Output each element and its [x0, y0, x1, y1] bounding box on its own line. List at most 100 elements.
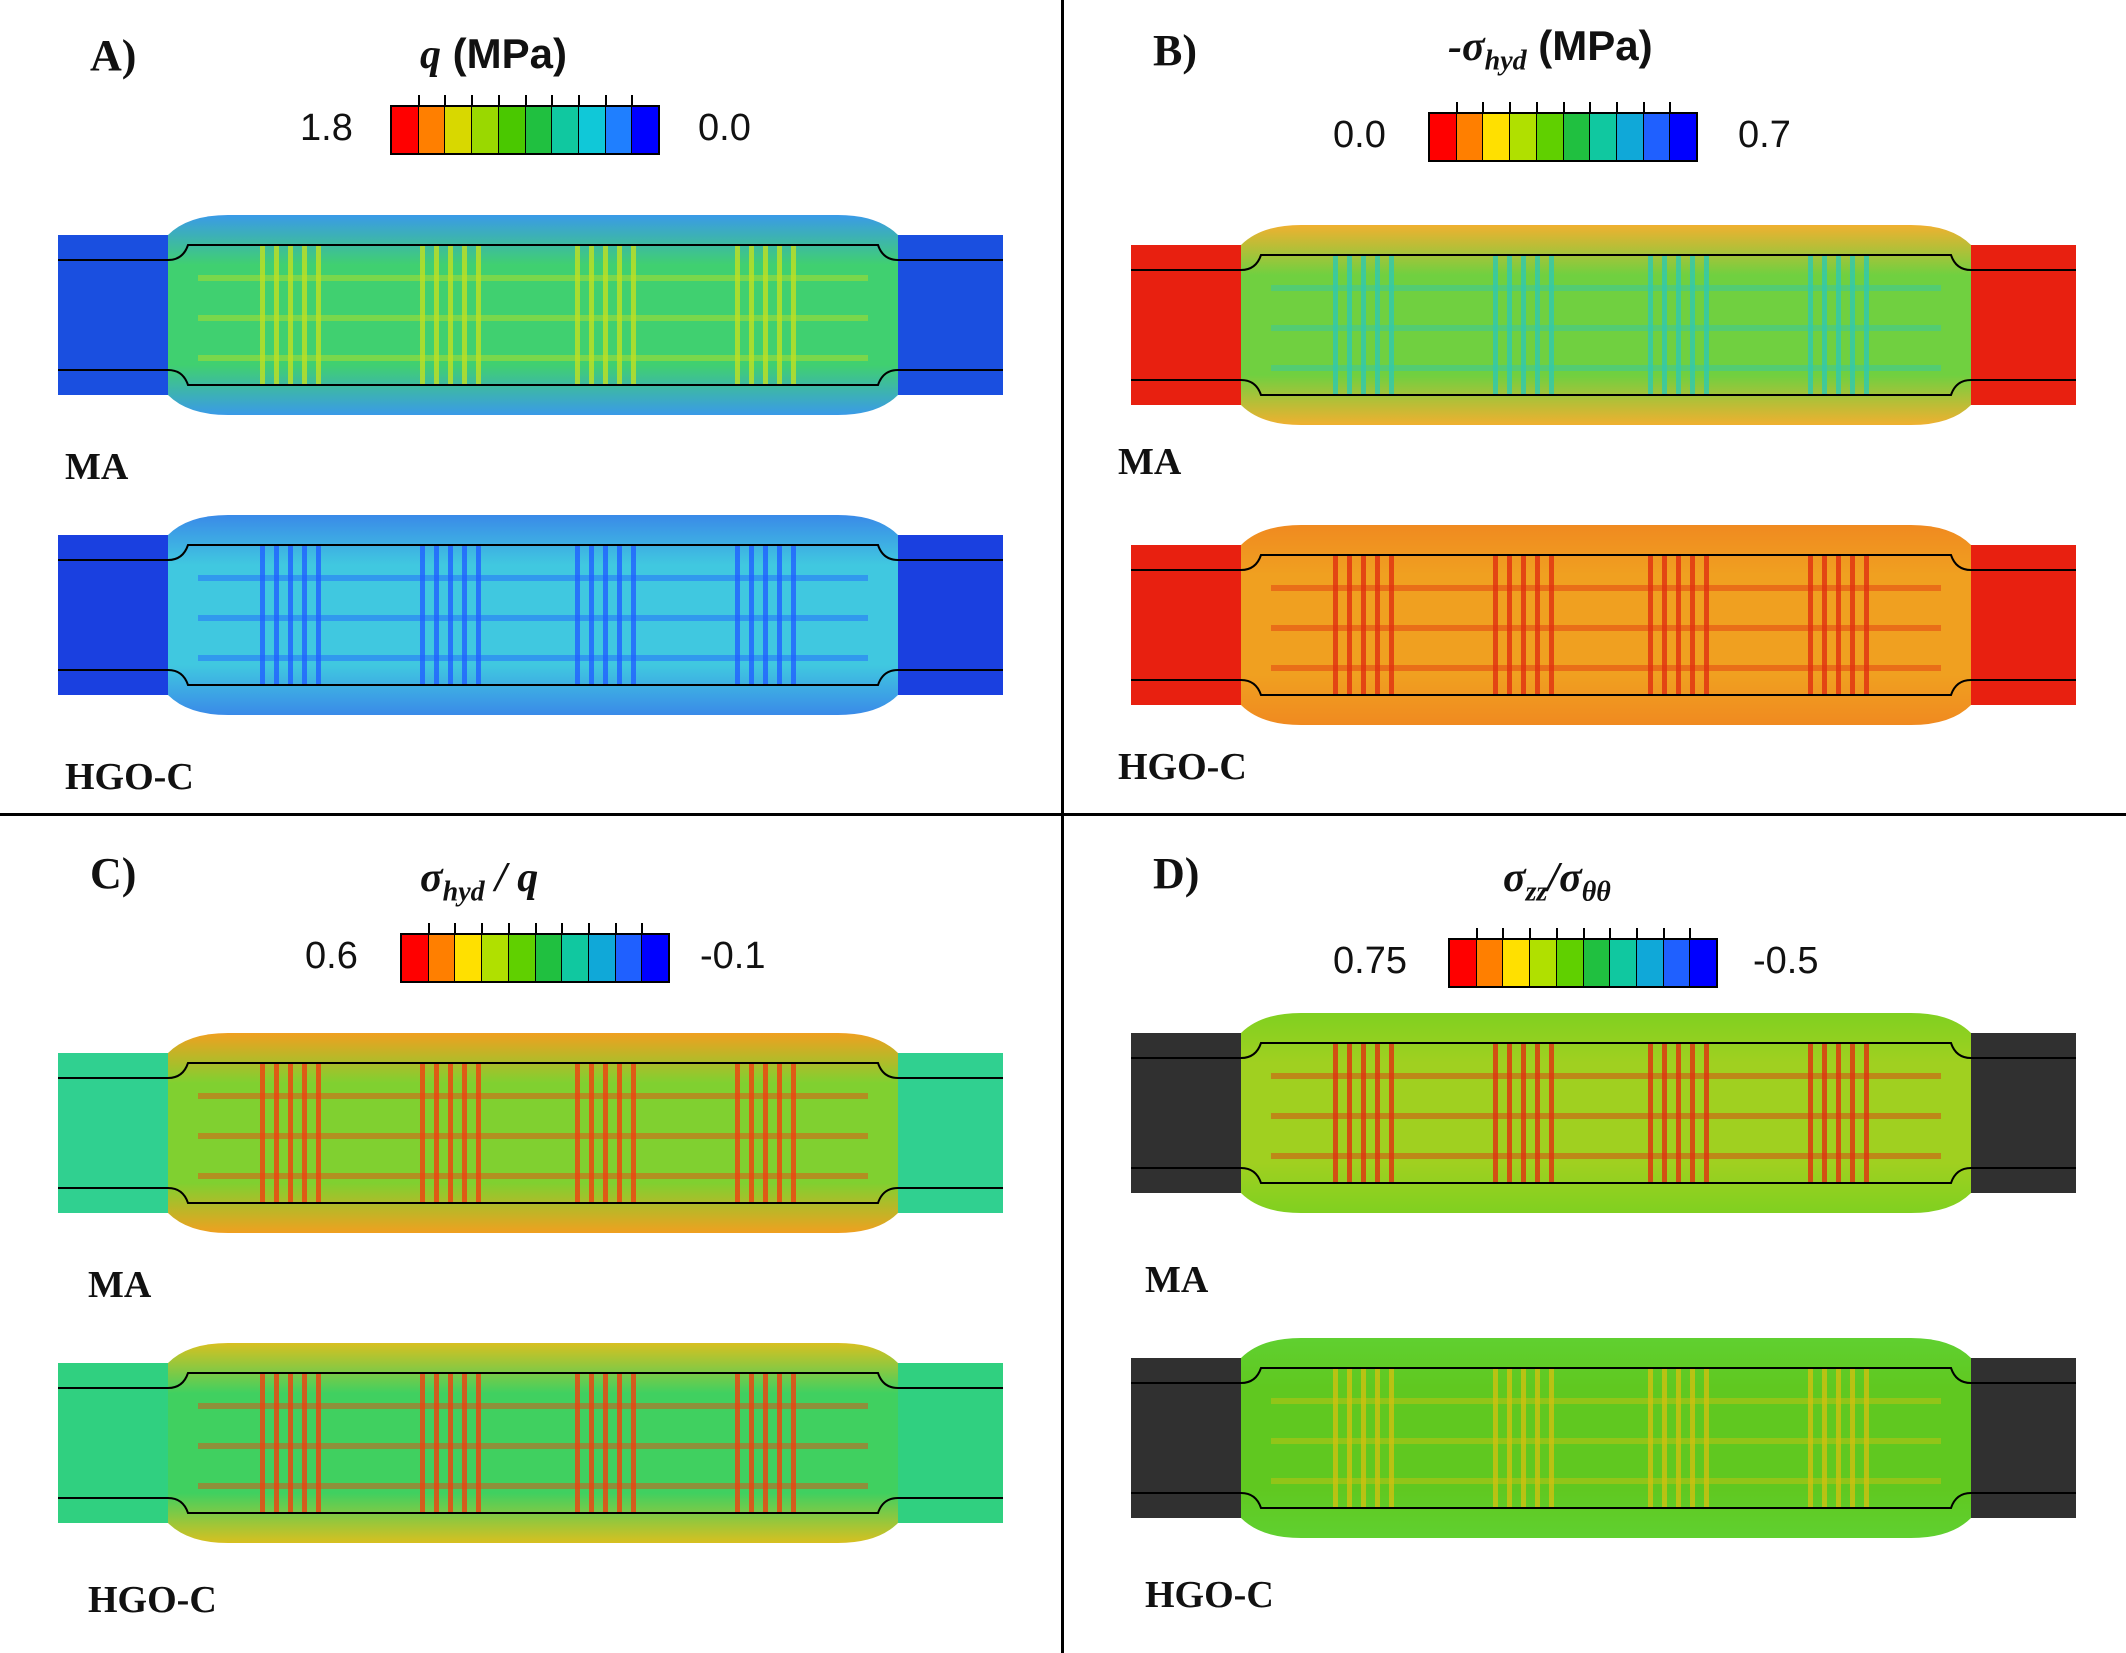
colorbar-segment [1582, 928, 1611, 986]
model-label: MA [1145, 1259, 1209, 1301]
strut-mark [462, 1063, 467, 1203]
strut-mark [1361, 555, 1366, 695]
strut-mark [448, 1063, 453, 1203]
lumen-outline-top [58, 244, 1003, 261]
strut-mark [749, 545, 754, 685]
strut-mark [1375, 255, 1380, 395]
lumen-outline-bottom [1131, 1492, 2076, 1509]
stented-region [168, 515, 898, 715]
strut-mark [1535, 1368, 1540, 1508]
strut-mark [316, 545, 321, 685]
strut-mark [316, 245, 321, 385]
lumen-outline-bottom [58, 1497, 1003, 1514]
strut-mark [1648, 555, 1653, 695]
strut-mark [631, 245, 636, 385]
stented-region [168, 215, 898, 415]
lumen-outline-bottom [1131, 379, 2076, 396]
strut-mark [1507, 1368, 1512, 1508]
strut-mark [749, 1373, 754, 1513]
strut-mark [575, 1373, 580, 1513]
strut-mark [589, 1063, 594, 1203]
lumen-outline-bottom [1131, 1167, 2076, 1184]
strut-band [1271, 1153, 1941, 1159]
strut-mark [1493, 555, 1498, 695]
strut-mark [791, 1373, 796, 1513]
strut-mark [631, 1063, 636, 1203]
strut-mark [288, 1373, 293, 1513]
strut-mark [777, 1373, 782, 1513]
strut-mark [1389, 1043, 1394, 1183]
strut-mark [1822, 1368, 1827, 1508]
title-subscript-2: θθ [1581, 876, 1611, 908]
strut-mark [1676, 1043, 1681, 1183]
strut-mark [476, 545, 481, 685]
strut-mark [302, 1373, 307, 1513]
stented-region [1241, 1338, 1971, 1538]
strut-mark [420, 245, 425, 385]
model-label: MA [1118, 441, 1182, 483]
strut-band [1271, 665, 1941, 671]
strut-mark [302, 1063, 307, 1203]
strut-mark [1690, 255, 1695, 395]
lumen-outline-top [1131, 554, 2076, 571]
strut-mark [1361, 255, 1366, 395]
vessel-contour-hgo-c [1131, 525, 2076, 725]
strut-mark [462, 1373, 467, 1513]
strut-mark [260, 245, 265, 385]
title-subscript: hyd [442, 876, 485, 908]
lumen-outline-top [1131, 254, 2076, 271]
colorbar-right-value: 0.0 [698, 107, 751, 149]
colorbar-right-value: -0.1 [700, 935, 766, 977]
colorbar-segment [614, 923, 643, 981]
strut-mark [1662, 255, 1667, 395]
panel-c: C) σhyd / q 0.6 -0.1 MA HGO-C [0, 818, 1063, 1644]
strut-band [198, 355, 868, 361]
strut-mark [1493, 1368, 1498, 1508]
strut-mark [1333, 1368, 1338, 1508]
colorbar-segment [392, 107, 419, 153]
colorbar-segment [551, 95, 579, 153]
colorbar-segment [1615, 102, 1644, 160]
model-label: MA [88, 1264, 152, 1306]
colorbar-segment [1475, 928, 1504, 986]
strut-mark [1836, 1043, 1841, 1183]
strut-mark [260, 1373, 265, 1513]
vessel-contour-hgo-c [58, 1343, 1003, 1543]
strut-mark [274, 1063, 279, 1203]
strut-mark [316, 1373, 321, 1513]
strut-mark [735, 1063, 740, 1203]
strut-mark [476, 245, 481, 385]
horizontal-divider [0, 813, 2126, 816]
strut-band [198, 575, 868, 581]
lumen-outline-top [58, 1372, 1003, 1389]
title-unit: /σ [1547, 855, 1582, 901]
stented-region [168, 1343, 898, 1543]
colorbar-segment [1535, 102, 1564, 160]
colorbar-segment [481, 923, 509, 981]
colorbar-segment [1662, 928, 1691, 986]
strut-mark [749, 245, 754, 385]
strut-mark [476, 1373, 481, 1513]
colorbar-segment [444, 95, 473, 153]
strut-mark [1662, 555, 1667, 695]
lumen-outline-top [1131, 1367, 2076, 1384]
strut-mark [1521, 1043, 1526, 1183]
strut-mark [1850, 1043, 1855, 1183]
strut-mark [603, 545, 608, 685]
strut-mark [1850, 255, 1855, 395]
panel-label: C) [90, 849, 137, 898]
strut-mark [1822, 1043, 1827, 1183]
colorbar-segment [604, 95, 633, 153]
title-unit: (MPa) [1526, 22, 1653, 69]
title-variable: -σ [1448, 24, 1485, 70]
strut-mark [288, 1063, 293, 1203]
strut-band [198, 1133, 868, 1139]
stented-region [1241, 225, 1971, 425]
colorbar-segment [524, 95, 553, 153]
panel-label: B) [1153, 26, 1197, 75]
strut-mark [777, 1063, 782, 1203]
strut-mark [1808, 1368, 1813, 1508]
strut-mark [791, 1063, 796, 1203]
strut-mark [763, 545, 768, 685]
strut-mark [316, 1063, 321, 1203]
